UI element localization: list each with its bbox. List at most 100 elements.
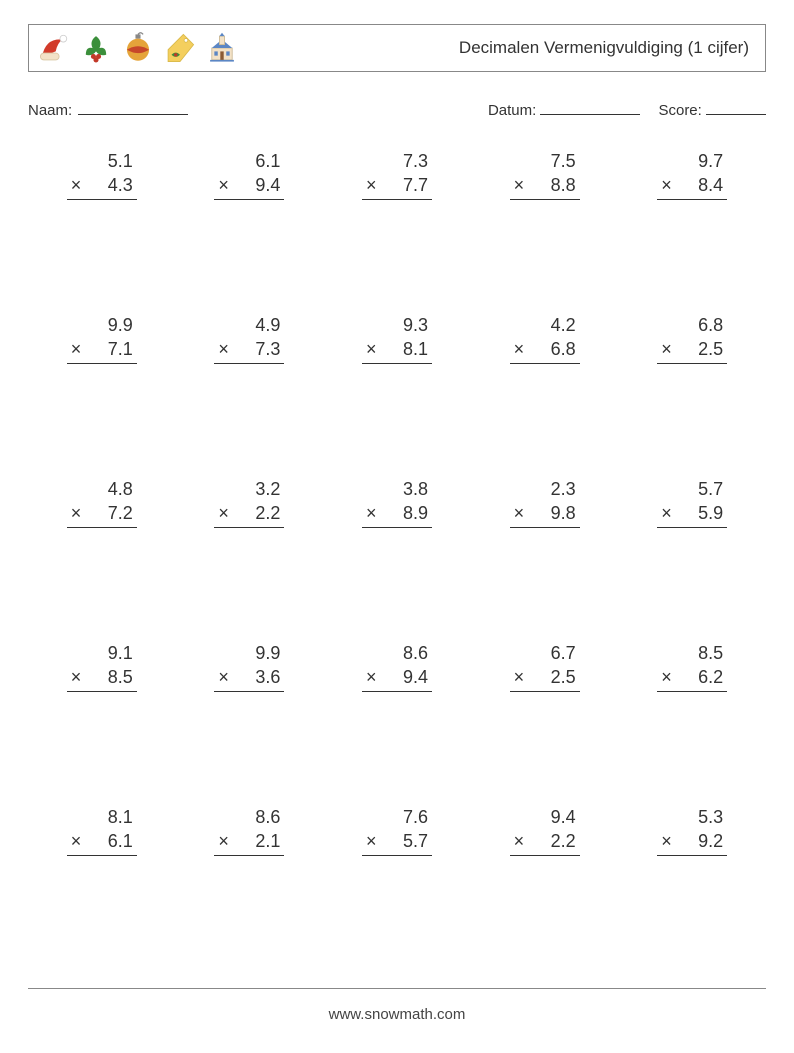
multiplication-problem: ×4.2×6.8 [510, 313, 580, 365]
multiplier: 7.2 [97, 501, 133, 525]
footer-text: www.snowmath.com [0, 1006, 794, 1023]
problem-cell: ×2.3×9.8 [471, 465, 619, 629]
problem-rule [657, 199, 727, 200]
problem-cell: ×8.6×2.1 [176, 793, 324, 957]
multiplicand: 8.1 [97, 805, 133, 829]
multiplier: 2.2 [540, 829, 576, 853]
multiplicand: 6.1 [244, 149, 280, 173]
date-blank[interactable] [540, 98, 640, 115]
multiplier: 8.4 [687, 173, 723, 197]
footer-rule [28, 988, 766, 989]
multiplication-problem: ×9.1×8.5 [67, 641, 137, 693]
operator-symbol: × [661, 501, 673, 525]
multiplication-problem: ×5.1×4.3 [67, 149, 137, 201]
multiplicand: 9.3 [392, 313, 428, 337]
multiplier: 8.8 [540, 173, 576, 197]
multiplication-problem: ×8.5×6.2 [657, 641, 727, 693]
problem-rule [362, 527, 432, 528]
problem-cell: ×6.1×9.4 [176, 137, 324, 301]
problem-rule [67, 527, 137, 528]
problem-cell: ×9.9×7.1 [28, 301, 176, 465]
problem-cell: ×7.6×5.7 [323, 793, 471, 957]
operator-symbol: × [366, 173, 378, 197]
church-icon [205, 31, 239, 65]
multiplication-problem: ×9.9×7.1 [67, 313, 137, 365]
name-blank[interactable] [78, 98, 188, 115]
operator-symbol: × [661, 829, 673, 853]
multiplier: 4.3 [97, 173, 133, 197]
operator-symbol: × [514, 337, 526, 361]
multiplicand: 4.9 [244, 313, 280, 337]
multiplier: 8.5 [97, 665, 133, 689]
name-label: Naam: [28, 102, 72, 119]
score-blank[interactable] [706, 98, 766, 115]
operator-symbol: × [71, 829, 83, 853]
operator-symbol: × [514, 173, 526, 197]
problem-cell: ×4.8×7.2 [28, 465, 176, 629]
problem-rule [510, 363, 580, 364]
operator-symbol: × [366, 665, 378, 689]
multiplication-problem: ×9.4×2.2 [510, 805, 580, 857]
multiplicand: 7.5 [540, 149, 576, 173]
multiplicand: 9.4 [540, 805, 576, 829]
multiplicand: 9.7 [687, 149, 723, 173]
santa-hat-icon [37, 31, 71, 65]
operator-symbol: × [218, 173, 230, 197]
problem-cell: ×5.1×4.3 [28, 137, 176, 301]
multiplier: 9.8 [540, 501, 576, 525]
problem-rule [362, 363, 432, 364]
multiplier: 6.8 [540, 337, 576, 361]
operator-symbol: × [661, 337, 673, 361]
problem-rule [657, 855, 727, 856]
multiplier: 6.1 [97, 829, 133, 853]
problem-rule [214, 855, 284, 856]
problem-cell: ×6.8×2.5 [618, 301, 766, 465]
header-icon-strip [37, 31, 239, 65]
problem-rule [67, 363, 137, 364]
problem-rule [510, 527, 580, 528]
multiplication-problem: ×5.3×9.2 [657, 805, 727, 857]
problem-cell: ×7.5×8.8 [471, 137, 619, 301]
multiplicand: 6.8 [687, 313, 723, 337]
operator-symbol: × [514, 665, 526, 689]
operator-symbol: × [218, 501, 230, 525]
multiplicand: 3.2 [244, 477, 280, 501]
multiplier: 5.9 [687, 501, 723, 525]
multiplication-problem: ×6.7×2.5 [510, 641, 580, 693]
multiplicand: 4.8 [97, 477, 133, 501]
problem-rule [657, 363, 727, 364]
problem-cell: ×4.9×7.3 [176, 301, 324, 465]
multiplicand: 8.6 [392, 641, 428, 665]
multiplier: 6.2 [687, 665, 723, 689]
multiplier: 7.7 [392, 173, 428, 197]
problem-rule [510, 199, 580, 200]
multiplication-problem: ×7.6×5.7 [362, 805, 432, 857]
multiplier: 7.3 [244, 337, 280, 361]
multiplier: 9.4 [244, 173, 280, 197]
operator-symbol: × [71, 665, 83, 689]
gift-tag-icon [163, 31, 197, 65]
operator-symbol: × [71, 501, 83, 525]
problem-cell: ×3.8×8.9 [323, 465, 471, 629]
ornament-icon [121, 31, 155, 65]
multiplication-problem: ×9.3×8.1 [362, 313, 432, 365]
multiplication-problem: ×6.8×2.5 [657, 313, 727, 365]
multiplier: 9.4 [392, 665, 428, 689]
problem-cell: ×9.7×8.4 [618, 137, 766, 301]
operator-symbol: × [661, 665, 673, 689]
operator-symbol: × [218, 665, 230, 689]
problem-rule [362, 855, 432, 856]
score-label: Score: [658, 102, 701, 119]
multiplicand: 2.3 [540, 477, 576, 501]
multiplier: 7.1 [97, 337, 133, 361]
multiplication-problem: ×4.9×7.3 [214, 313, 284, 365]
multiplicand: 9.9 [97, 313, 133, 337]
multiplication-problem: ×5.7×5.9 [657, 477, 727, 529]
multiplier: 5.7 [392, 829, 428, 853]
operator-symbol: × [71, 173, 83, 197]
problem-cell: ×3.2×2.2 [176, 465, 324, 629]
multiplication-problem: ×8.1×6.1 [67, 805, 137, 857]
problem-rule [657, 527, 727, 528]
multiplication-problem: ×7.5×8.8 [510, 149, 580, 201]
multiplicand: 4.2 [540, 313, 576, 337]
